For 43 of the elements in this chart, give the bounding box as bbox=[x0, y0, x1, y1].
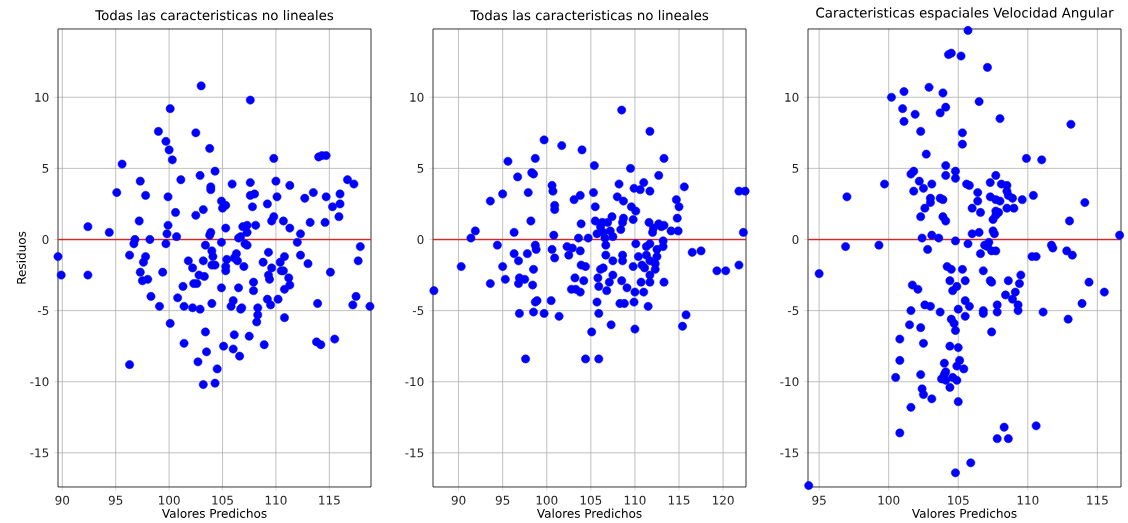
y-tick-label: 0 bbox=[792, 234, 799, 245]
chart-title: Caracteristicas espaciales Velocidad Angular bbox=[816, 7, 1114, 21]
x-tick-label: 120 bbox=[712, 495, 734, 505]
x-tick-label: 115 bbox=[1087, 495, 1108, 505]
y-tick-label: 5 bbox=[792, 163, 799, 173]
y-tick-label: 5 bbox=[42, 163, 49, 173]
x-tick-label: 90 bbox=[55, 495, 70, 505]
y-tick-label: 10 bbox=[35, 92, 49, 102]
y-tick-label: -10 bbox=[30, 377, 49, 387]
x-tick-label: 95 bbox=[495, 495, 510, 505]
y-tick-label: 10 bbox=[785, 92, 799, 102]
x-tick-label: 95 bbox=[812, 495, 826, 505]
y-tick-label: -15 bbox=[405, 448, 424, 458]
x-tick-label: 105 bbox=[212, 495, 233, 505]
y-tick-label: -5 bbox=[787, 306, 799, 316]
x-tick-label: 115 bbox=[319, 495, 340, 505]
x-axis-title: Valores Predichos bbox=[161, 508, 267, 518]
x-tick-label: 110 bbox=[265, 495, 287, 505]
y-tick-label: -15 bbox=[30, 448, 49, 458]
y-tick-label: -10 bbox=[405, 377, 424, 387]
chart-title: Todas las caracteristicas no lineales bbox=[470, 9, 709, 21]
x-tick-label: 100 bbox=[878, 495, 900, 505]
y-tick-label: -5 bbox=[412, 306, 424, 316]
x-axis-title: Valores Predichos bbox=[911, 508, 1017, 518]
x-axis-title: Valores Predichos bbox=[536, 508, 642, 518]
x-tick-label: 100 bbox=[536, 495, 558, 505]
chart-title: Todas las caracteristicas no lineales bbox=[95, 9, 334, 21]
y-tick-label: 0 bbox=[42, 234, 49, 245]
y-tick-label: 10 bbox=[410, 92, 424, 102]
y-tick-label: -15 bbox=[780, 448, 799, 458]
x-tick-label: 115 bbox=[668, 495, 690, 505]
y-tick-label: 0 bbox=[417, 234, 424, 245]
y-tick-label: -5 bbox=[37, 306, 49, 316]
x-tick-label: 110 bbox=[1017, 495, 1039, 505]
x-tick-label: 100 bbox=[158, 495, 180, 505]
y-tick-label: 5 bbox=[417, 163, 424, 173]
x-tick-label: 105 bbox=[580, 495, 602, 505]
y-axis-title: Residuos bbox=[16, 231, 26, 284]
x-tick-label: 95 bbox=[108, 495, 123, 505]
x-tick-label: 90 bbox=[451, 495, 466, 505]
x-tick-label: 110 bbox=[624, 495, 646, 505]
y-tick-label: -10 bbox=[780, 377, 799, 387]
x-tick-label: 105 bbox=[948, 495, 969, 505]
